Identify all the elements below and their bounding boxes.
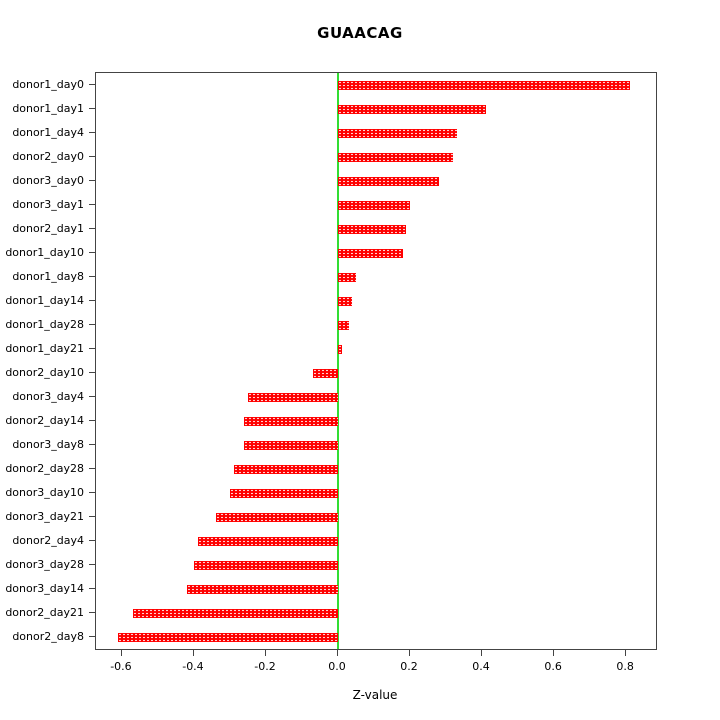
- y-tick-mark: [89, 252, 95, 253]
- y-tick-label-donor2_day28: donor2_day28: [5, 461, 84, 475]
- bar-donor1_day28: [338, 320, 349, 330]
- x-tick-label-0.0: 0.0: [328, 660, 346, 673]
- y-tick-label-donor1_day10: donor1_day10: [5, 245, 84, 259]
- bar-donor2_day14: [244, 416, 338, 426]
- y-tick-mark: [89, 396, 95, 397]
- y-tick-mark: [89, 228, 95, 229]
- y-tick-label-donor2_day21: donor2_day21: [5, 605, 84, 619]
- bar-donor3_day0: [338, 176, 439, 186]
- y-tick-label-donor2_day10: donor2_day10: [5, 365, 84, 379]
- bar-donor3_day8: [244, 440, 338, 450]
- y-tick-mark: [89, 444, 95, 445]
- x-tick-mark: [120, 650, 122, 656]
- y-tick-label-donor3_day10: donor3_day10: [5, 485, 84, 499]
- chart-title: GUAACAG: [317, 24, 403, 42]
- y-tick-mark: [89, 564, 95, 565]
- y-tick-mark: [89, 468, 95, 469]
- y-tick-label-donor3_day28: donor3_day28: [5, 557, 84, 571]
- y-tick-mark: [89, 420, 95, 421]
- x-tick-mark: [409, 650, 411, 656]
- bar-donor2_day8: [118, 632, 338, 642]
- bar-donor3_day4: [247, 392, 338, 402]
- x-tick-label--0.6: -0.6: [110, 660, 132, 673]
- bar-donor2_day10: [312, 368, 338, 378]
- y-tick-label-donor3_day0: donor3_day0: [12, 173, 84, 187]
- y-tick-label-donor1_day14: donor1_day14: [5, 293, 84, 307]
- y-tick-mark: [89, 492, 95, 493]
- bar-donor1_day4: [338, 128, 457, 138]
- y-tick-label-donor1_day0: donor1_day0: [12, 77, 84, 91]
- bar-donor2_day0: [338, 152, 454, 162]
- y-tick-label-donor3_day21: donor3_day21: [5, 509, 84, 523]
- y-tick-mark: [89, 84, 95, 85]
- y-tick-label-donor2_day14: donor2_day14: [5, 413, 84, 427]
- x-tick-mark: [264, 650, 266, 656]
- y-tick-mark: [89, 324, 95, 325]
- y-tick-mark: [89, 156, 95, 157]
- bar-donor1_day14: [338, 296, 353, 306]
- y-tick-mark: [89, 636, 95, 637]
- bar-donor1_day1: [338, 104, 486, 114]
- y-tick-mark: [89, 348, 95, 349]
- y-tick-label-donor1_day4: donor1_day4: [12, 125, 84, 139]
- x-tick-mark: [192, 650, 194, 656]
- x-tick-label-0.8: 0.8: [616, 660, 634, 673]
- bar-donor2_day1: [338, 224, 407, 234]
- bar-donor2_day21: [132, 608, 338, 618]
- y-tick-mark: [89, 300, 95, 301]
- y-tick-label-donor3_day8: donor3_day8: [12, 437, 84, 451]
- y-tick-label-donor2_day1: donor2_day1: [12, 221, 84, 235]
- zero-line: [337, 73, 339, 649]
- bar-donor1_day0: [338, 80, 630, 90]
- y-tick-mark: [89, 540, 95, 541]
- y-tick-label-donor3_day4: donor3_day4: [12, 389, 84, 403]
- y-tick-label-donor3_day14: donor3_day14: [5, 581, 84, 595]
- y-tick-mark: [89, 132, 95, 133]
- bar-donor3_day21: [215, 512, 338, 522]
- x-tick-mark: [337, 650, 338, 656]
- bar-donor1_day21: [338, 344, 342, 354]
- plot-area: [95, 72, 657, 650]
- y-tick-label-donor3_day1: donor3_day1: [12, 197, 84, 211]
- y-tick-mark: [89, 204, 95, 205]
- y-tick-label-donor1_day1: donor1_day1: [12, 101, 84, 115]
- y-tick-mark: [89, 108, 95, 109]
- y-tick-mark: [89, 588, 95, 589]
- y-tick-mark: [89, 612, 95, 613]
- y-tick-label-donor1_day28: donor1_day28: [5, 317, 84, 331]
- x-tick-label-0.6: 0.6: [544, 660, 562, 673]
- bar-donor2_day28: [233, 464, 338, 474]
- x-tick-label-0.2: 0.2: [400, 660, 418, 673]
- y-tick-label-donor1_day8: donor1_day8: [12, 269, 84, 283]
- y-tick-label-donor2_day0: donor2_day0: [12, 149, 84, 163]
- x-tick-mark: [625, 650, 627, 656]
- y-tick-label-donor2_day8: donor2_day8: [12, 629, 84, 643]
- bar-donor3_day28: [193, 560, 338, 570]
- y-tick-mark: [89, 372, 95, 373]
- bar-donor3_day14: [186, 584, 338, 594]
- x-tick-label-0.4: 0.4: [472, 660, 490, 673]
- bar-donor3_day1: [338, 200, 411, 210]
- x-tick-label--0.2: -0.2: [254, 660, 276, 673]
- bar-donor1_day10: [338, 248, 403, 258]
- bar-donor1_day8: [338, 272, 356, 282]
- x-tick-mark: [481, 650, 483, 656]
- y-tick-mark: [89, 516, 95, 517]
- y-tick-label-donor2_day4: donor2_day4: [12, 533, 84, 547]
- x-axis-title: Z-value: [352, 688, 398, 702]
- y-tick-mark: [89, 276, 95, 277]
- x-tick-label--0.4: -0.4: [182, 660, 204, 673]
- bar-donor3_day10: [229, 488, 338, 498]
- y-tick-label-donor1_day21: donor1_day21: [5, 341, 84, 355]
- x-tick-mark: [553, 650, 555, 656]
- bar-donor2_day4: [197, 536, 338, 546]
- y-tick-mark: [89, 180, 95, 181]
